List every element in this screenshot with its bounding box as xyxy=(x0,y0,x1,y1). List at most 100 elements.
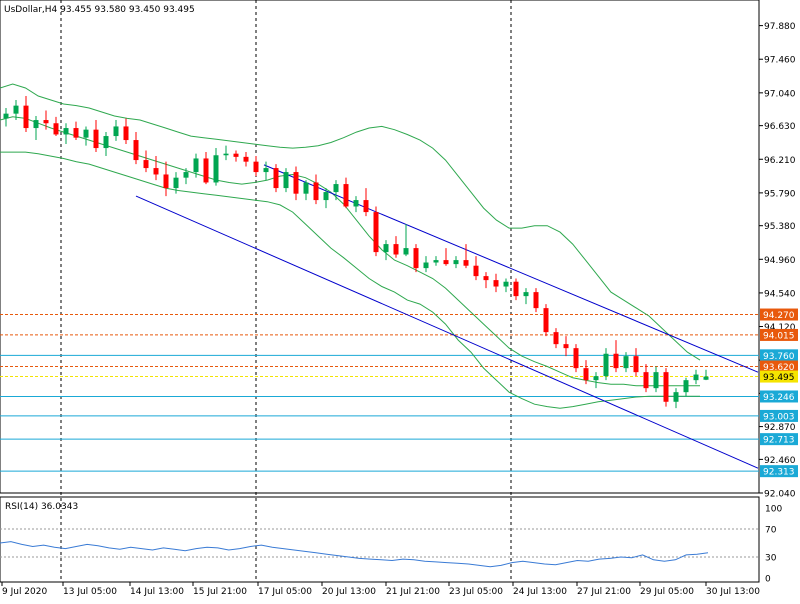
candle-body xyxy=(503,281,509,287)
candle-body xyxy=(633,356,639,373)
candle-body xyxy=(123,126,129,141)
candle-body xyxy=(143,160,149,169)
candle-body xyxy=(693,374,699,381)
candle-body xyxy=(413,248,419,269)
candle-body xyxy=(133,140,139,161)
rsi-panel xyxy=(0,496,760,583)
candle-body xyxy=(153,168,159,175)
rsi-tick-label: 0 xyxy=(765,575,771,585)
candle-body xyxy=(293,172,299,194)
candle-body xyxy=(403,248,409,255)
price-level-value: 93.620 xyxy=(763,363,795,373)
price-level-value: 92.313 xyxy=(763,468,795,478)
candle-body xyxy=(163,174,169,189)
candle-body xyxy=(303,182,309,194)
y-tick-label: 92.870 xyxy=(764,423,796,433)
candle-body xyxy=(183,172,189,178)
candle-body xyxy=(423,262,429,269)
price-level-tag xyxy=(760,433,798,446)
candle-body xyxy=(563,344,569,349)
y-tick-label: 92.460 xyxy=(764,456,796,466)
price-level-tag xyxy=(760,390,798,403)
price-level-tag xyxy=(760,360,798,373)
price-panel xyxy=(0,0,760,494)
price-level-value: 93.495 xyxy=(763,373,795,383)
price-level-tag xyxy=(760,409,798,422)
y-tick-label: 97.460 xyxy=(764,56,796,66)
candle-body xyxy=(603,353,609,377)
x-tick-label: 13 Jul 05:00 xyxy=(63,587,117,597)
candle-body xyxy=(483,276,489,281)
candle-body xyxy=(333,184,339,193)
chart-title: UsDollar,H4 93.455 93.580 93.450 93.495 xyxy=(4,5,195,15)
candle-body xyxy=(623,356,629,369)
y-tick-label: 96.210 xyxy=(764,156,796,166)
candle-body xyxy=(643,372,649,389)
rsi-tick-label: 30 xyxy=(765,554,777,564)
candle-body xyxy=(583,368,589,381)
price-level-tag xyxy=(760,349,798,362)
candle-body xyxy=(193,158,199,173)
price-level-tag xyxy=(760,370,798,383)
price-level-value: 94.015 xyxy=(763,331,795,341)
x-tick-label: 21 Jul 21:00 xyxy=(386,587,440,597)
price-level-tag xyxy=(760,308,798,321)
y-tick-label: 94.120 xyxy=(764,323,796,333)
candle-body xyxy=(353,200,359,207)
candle-body xyxy=(593,376,599,381)
price-level-value: 92.713 xyxy=(763,436,795,446)
x-tick-label: 14 Jul 13:00 xyxy=(130,587,184,597)
candle-body xyxy=(663,372,669,402)
candle-body xyxy=(433,260,439,263)
candle-body xyxy=(33,120,39,129)
bollinger-upper xyxy=(0,83,701,361)
rsi-label: RSI(14) 36.0343 xyxy=(5,502,78,512)
candle-body xyxy=(373,212,379,253)
candle-body xyxy=(243,156,249,162)
candle-body xyxy=(703,376,709,380)
y-tick-label: 94.960 xyxy=(764,256,796,266)
price-level-value: 94.270 xyxy=(763,311,795,321)
candle-body xyxy=(263,168,269,173)
x-tick-label: 23 Jul 05:00 xyxy=(449,587,503,597)
x-tick-label: 9 Jul 2020 xyxy=(2,587,47,597)
candle-body xyxy=(283,172,289,189)
candle-body xyxy=(233,153,239,157)
candle-body xyxy=(213,155,219,183)
candle-body xyxy=(3,113,9,119)
candle-body xyxy=(543,308,549,333)
candle-body xyxy=(573,348,579,369)
rsi-line xyxy=(0,541,709,568)
candle-body xyxy=(113,126,119,137)
x-tick-label: 24 Jul 13:00 xyxy=(513,587,567,597)
bollinger-lower xyxy=(0,151,700,409)
x-tick-label: 17 Jul 05:00 xyxy=(258,587,312,597)
x-tick-label: 30 Jul 13:00 xyxy=(706,587,760,597)
candle-body xyxy=(173,177,179,189)
candle-body xyxy=(443,260,449,265)
channel-line xyxy=(135,195,759,469)
candle-body xyxy=(23,105,29,129)
candle-body xyxy=(533,292,539,309)
y-tick-label: 94.540 xyxy=(764,289,796,299)
candle-body xyxy=(343,184,349,207)
candle-body xyxy=(363,200,369,213)
x-tick-label: 15 Jul 21:00 xyxy=(193,587,247,597)
candle-body xyxy=(53,123,59,135)
price-level-value: 93.003 xyxy=(763,412,795,422)
candle-body xyxy=(13,105,19,114)
candle-body xyxy=(613,353,619,369)
candle-body xyxy=(83,129,89,138)
candle-body xyxy=(43,120,49,124)
y-tick-label: 97.040 xyxy=(764,89,796,99)
candle-body xyxy=(653,372,659,389)
candle-body xyxy=(393,244,399,255)
price-level-tag xyxy=(760,328,798,341)
y-tick-label: 97.880 xyxy=(764,22,796,32)
candle-body xyxy=(683,380,689,393)
candle-body xyxy=(453,260,459,265)
candle-body xyxy=(673,392,679,402)
candle-body xyxy=(273,168,279,189)
